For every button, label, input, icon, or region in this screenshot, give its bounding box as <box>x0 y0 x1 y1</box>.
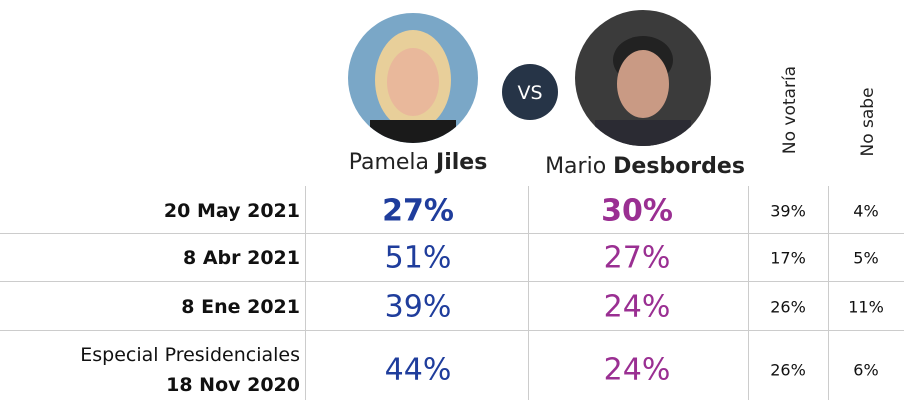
candidate-name: Pamela Jiles <box>349 150 488 175</box>
row-label-line: 8 Ene 2021 <box>181 292 300 322</box>
divider <box>0 233 904 234</box>
row-label-line: 8 Abr 2021 <box>183 243 300 273</box>
photo-jiles <box>340 10 490 160</box>
row-label: 8 Abr 2021 <box>183 243 300 273</box>
divider <box>0 281 904 282</box>
cell-value: 24% <box>604 290 671 325</box>
row-label: 20 May 2021 <box>164 196 300 226</box>
photo-desbordes <box>570 8 720 160</box>
cell-value: 39% <box>770 202 806 221</box>
row-label: 8 Ene 2021 <box>181 292 300 322</box>
first-name: Pamela <box>349 150 429 175</box>
cell-value: 4% <box>853 202 878 221</box>
cell-value: 27% <box>604 241 671 276</box>
divider <box>305 186 306 400</box>
divider <box>748 186 749 400</box>
cell-value: 11% <box>848 298 884 317</box>
candidate-name: Mario Desbordes <box>545 154 745 179</box>
cell-value: 17% <box>770 249 806 268</box>
cell-value: 6% <box>853 361 878 380</box>
vs-text: VS <box>517 82 542 104</box>
cell-value: 26% <box>770 361 806 380</box>
last-name: Desbordes <box>613 154 745 179</box>
divider <box>528 186 529 400</box>
column-header: No sabe <box>858 87 878 156</box>
cell-value: 30% <box>601 194 673 229</box>
cell-value: 39% <box>385 290 452 325</box>
cell-value: 26% <box>770 298 806 317</box>
page: VS Pamela Jiles Mario Desbordes No votar… <box>0 0 904 400</box>
cell-value: 5% <box>853 249 878 268</box>
cell-value: 51% <box>385 241 452 276</box>
cell-value: 27% <box>382 194 454 229</box>
row-label-line: Especial Presidenciales <box>80 340 300 370</box>
row-label-line: 20 May 2021 <box>164 196 300 226</box>
last-name: Jiles <box>436 150 487 175</box>
row-label-line: 18 Nov 2020 <box>80 370 300 400</box>
divider <box>0 330 904 331</box>
first-name: Mario <box>545 154 606 179</box>
cell-value: 24% <box>604 353 671 388</box>
column-header: No votaría <box>780 66 800 154</box>
divider <box>828 186 829 400</box>
cell-value: 44% <box>385 353 452 388</box>
